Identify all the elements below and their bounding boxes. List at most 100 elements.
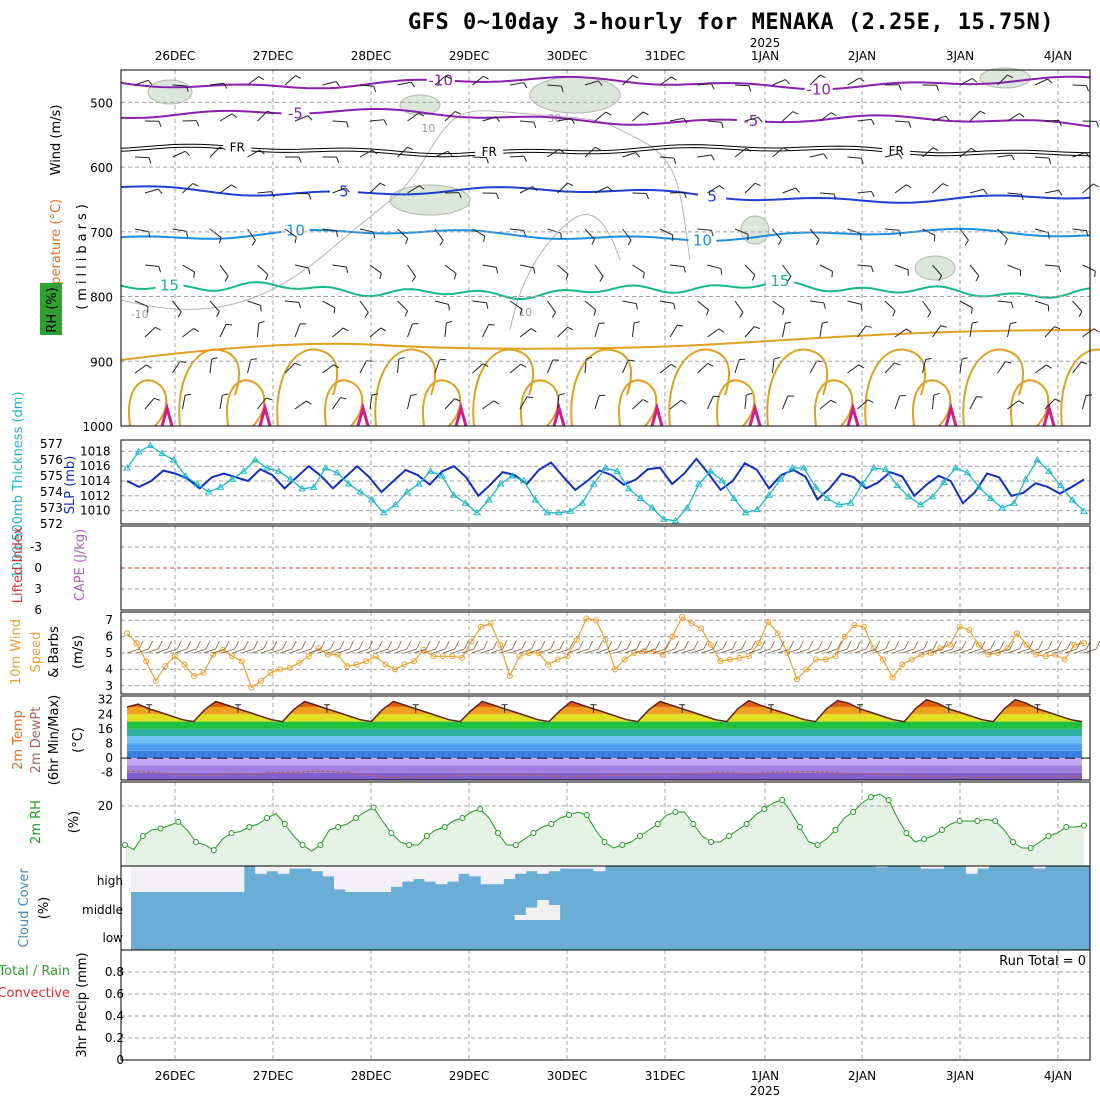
rh2m-point <box>389 831 394 836</box>
wind-barb-flag <box>600 276 603 281</box>
isotherm-label: 5 <box>339 183 349 201</box>
wind-barb-flag <box>374 86 376 92</box>
wind-barb-flag <box>899 85 901 91</box>
wind-barb <box>333 121 347 122</box>
wind-barb <box>220 324 226 337</box>
wind-barb <box>210 229 221 238</box>
wind-barb-flag <box>928 312 931 317</box>
rh2m-point <box>638 834 643 839</box>
rh2m-point <box>797 825 802 830</box>
cloud-high-clear <box>131 866 143 892</box>
rh2m-point <box>922 837 927 842</box>
wind-barb-flag <box>871 119 874 124</box>
wind-barb-flag <box>412 276 415 281</box>
year-label-bottom: 2025 <box>750 1084 781 1098</box>
rh2m-point <box>495 831 500 836</box>
temp-band <box>121 765 1090 772</box>
wind-barb <box>810 229 819 240</box>
isotherm-label: 15 <box>770 272 789 290</box>
cloud-high-clear <box>187 866 199 892</box>
wind10m-barb-flag <box>895 641 899 649</box>
wind-barb-flag <box>155 327 160 330</box>
temp-tick: 0 <box>105 751 113 765</box>
li-tick: -3 <box>30 540 42 554</box>
cloud-high-clear <box>176 866 188 892</box>
wind-barb <box>735 85 749 86</box>
wind-barb-flag <box>933 148 938 151</box>
wind-tick: 4 <box>105 662 113 676</box>
rh2m-point <box>833 828 838 833</box>
wind10m-barb-flag <box>196 641 200 649</box>
wind-barb <box>220 185 231 193</box>
wind-barb-flag <box>868 400 873 403</box>
wind-barb <box>670 265 684 267</box>
wind-barb-flag <box>778 240 781 245</box>
wind-barb-flag <box>252 240 255 245</box>
wind-barb <box>258 192 272 193</box>
panel-upper-air: 103010-10-10-10-5-5FRFRFR551010151550060… <box>40 68 1100 434</box>
wind-barb <box>258 265 268 274</box>
wind-barb-flag <box>559 393 565 395</box>
wind10m-barb-flag <box>1019 641 1023 649</box>
rh2m-point <box>655 822 660 827</box>
isotherm-hotter <box>162 408 172 426</box>
wind-barb-flag <box>634 322 640 324</box>
date-label-top: 30DEC <box>547 49 587 63</box>
wind10m-barb-flag <box>914 641 918 649</box>
wind10m-barb-flag <box>598 641 602 649</box>
wind-barb <box>445 323 446 337</box>
wind-barb-flag <box>906 185 911 188</box>
wind10m-barb-flag <box>321 641 325 649</box>
wind10m-barb-flag <box>761 641 765 649</box>
wind-barb <box>173 151 186 157</box>
wind10m-barb-flag <box>943 641 947 649</box>
wind-barb-flag <box>1094 329 1099 332</box>
thickness-tick: 573 <box>40 501 63 515</box>
wind10m-barb-flag <box>627 641 631 649</box>
rh2m-point <box>851 810 856 815</box>
wind-barb-flag <box>1011 155 1014 160</box>
wind-barb-flag <box>971 308 972 314</box>
date-label-top: 2JAN <box>848 49 876 63</box>
wind10m-barb-flag <box>216 641 220 649</box>
wind-barb-flag <box>643 272 644 278</box>
rh2m-point <box>1064 825 1069 830</box>
li-tick: 0 <box>34 561 42 575</box>
wind10m-axis-label-2: Speed <box>29 632 44 673</box>
isotherm-hotter <box>456 408 466 426</box>
cloud-high-clear <box>368 866 380 892</box>
temp-axis-label-1: 2m Temp <box>11 710 26 770</box>
wind-barb-flag <box>534 268 535 274</box>
wind-barb-flag <box>231 185 236 188</box>
rh2m-point <box>353 816 358 821</box>
wind-barb <box>633 112 644 121</box>
wind-barb <box>895 396 900 409</box>
wind10m-barb-flag <box>1096 641 1100 649</box>
rh2m-axis-label: 2m RH <box>29 800 44 844</box>
wind10m-barb-flag <box>311 641 315 649</box>
wind-barb <box>1035 365 1046 373</box>
wind-barb-flag <box>636 153 640 158</box>
wind-barb-flag <box>816 240 819 245</box>
precip-total-rain-label: Total / Rain <box>0 964 70 979</box>
temp-axis-label-3: (6hr Min/Max) <box>47 695 62 785</box>
date-label-bottom: 30DEC <box>547 1069 587 1083</box>
rh2m-point <box>371 805 376 810</box>
wind-barb-flag <box>606 112 611 115</box>
wind-barb-flag <box>309 268 310 274</box>
wind-barb-flag <box>909 122 911 128</box>
cloud-high-clear <box>458 866 470 874</box>
wind-barb-flag <box>309 194 311 200</box>
wind10m-barb-flag <box>206 641 210 649</box>
isotherm-hot-loop <box>473 350 533 426</box>
date-label-bottom: 26DEC <box>155 1069 195 1083</box>
cloud-high-clear <box>154 866 166 892</box>
wind-barb <box>708 265 722 269</box>
wind-barb-flag <box>1049 158 1051 164</box>
rh2m-point <box>602 840 607 845</box>
wind10m-barb-flag <box>493 641 497 649</box>
wind10m-line <box>127 617 1084 688</box>
cloud-high-clear <box>255 866 267 874</box>
wind10m-barb-flag <box>388 641 392 649</box>
